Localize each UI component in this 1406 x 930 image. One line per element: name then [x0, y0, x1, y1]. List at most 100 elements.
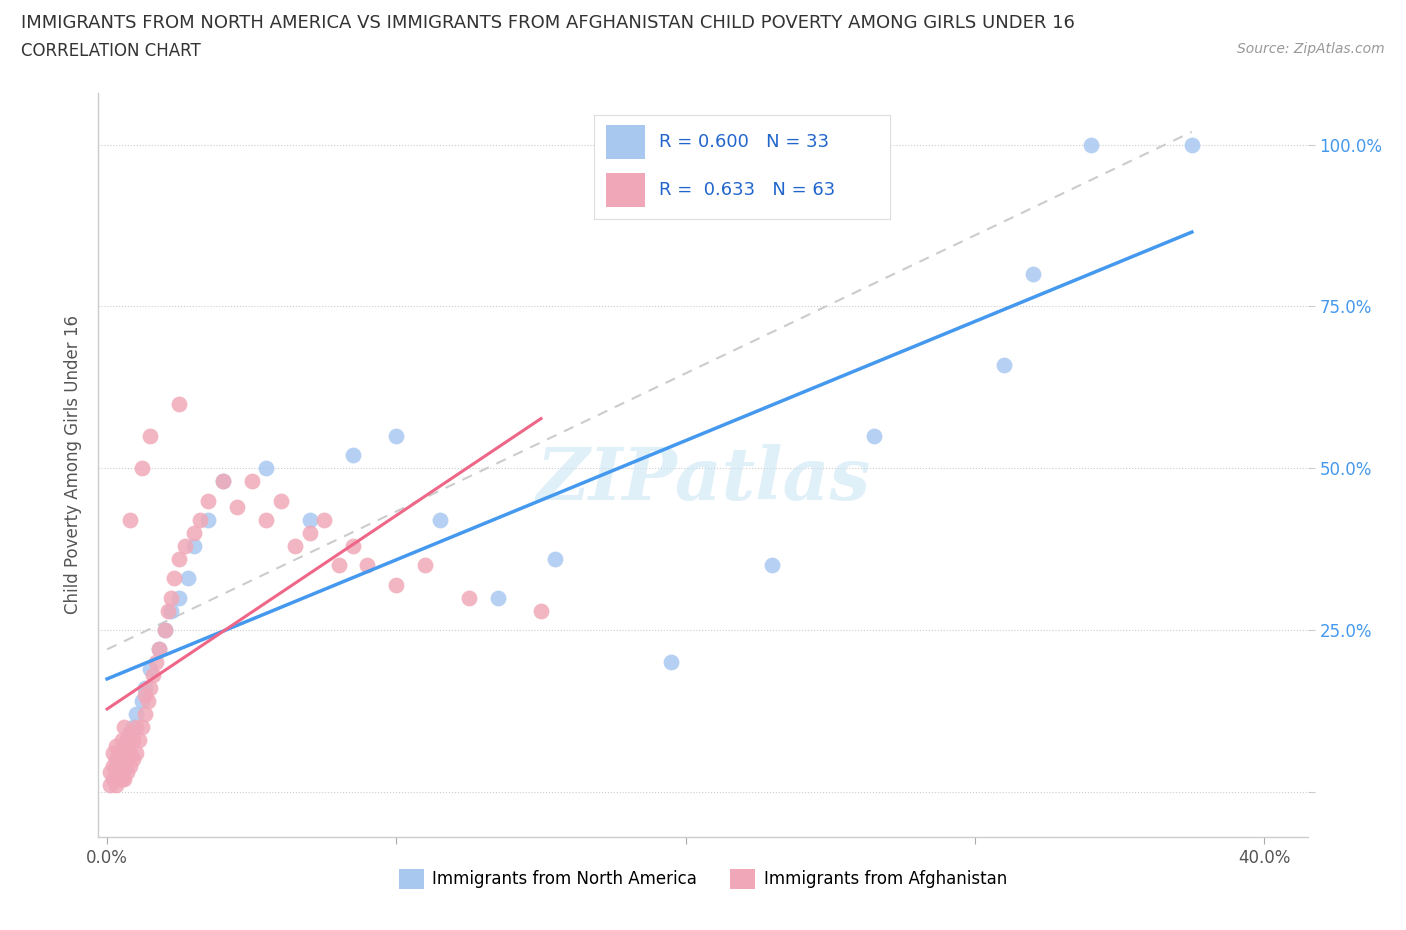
Point	[122, 752, 145, 767]
Point	[530, 604, 553, 618]
Point	[197, 493, 219, 508]
Point	[120, 746, 142, 761]
Point	[284, 538, 307, 553]
Point	[197, 512, 219, 527]
Point	[128, 733, 150, 748]
Point	[254, 460, 277, 475]
Point	[104, 777, 127, 792]
Point	[148, 642, 170, 657]
Point	[162, 571, 184, 586]
Point	[120, 512, 142, 527]
Point	[104, 739, 127, 754]
Point	[993, 357, 1015, 372]
Point	[134, 707, 156, 722]
Point	[131, 720, 153, 735]
Point	[183, 538, 205, 553]
Text: Source: ZipAtlas.com: Source: ZipAtlas.com	[1237, 42, 1385, 56]
Point	[1080, 138, 1102, 153]
Point	[342, 538, 364, 553]
Point	[131, 460, 153, 475]
Y-axis label: Child Poverty Among Girls Under 16: Child Poverty Among Girls Under 16	[65, 315, 83, 615]
Point	[125, 707, 148, 722]
Point	[211, 473, 233, 488]
Point	[240, 473, 263, 488]
Point	[110, 771, 132, 786]
Point	[429, 512, 451, 527]
Point	[413, 558, 436, 573]
Point	[159, 591, 181, 605]
Point	[226, 499, 249, 514]
Point	[328, 558, 350, 573]
Point	[125, 746, 148, 761]
Point	[104, 752, 127, 767]
Point	[117, 733, 139, 748]
Point	[107, 746, 129, 761]
Point	[104, 758, 127, 773]
Point	[169, 551, 191, 566]
Point	[122, 720, 145, 735]
Point	[342, 448, 364, 463]
Point	[110, 733, 132, 748]
Point	[117, 733, 139, 748]
Text: CORRELATION CHART: CORRELATION CHART	[21, 42, 201, 60]
Point	[356, 558, 378, 573]
Point	[101, 771, 124, 786]
Point	[114, 771, 136, 786]
Point	[153, 622, 176, 637]
Point	[114, 720, 136, 735]
Point	[117, 764, 139, 779]
Point	[1181, 138, 1204, 153]
Point	[107, 752, 129, 767]
Legend: Immigrants from North America, Immigrants from Afghanistan: Immigrants from North America, Immigrant…	[392, 862, 1014, 896]
Point	[659, 655, 682, 670]
Point	[177, 571, 200, 586]
Point	[120, 726, 142, 741]
Point	[139, 681, 162, 696]
Point	[136, 694, 159, 709]
Point	[110, 746, 132, 761]
Point	[142, 668, 165, 683]
Point	[139, 429, 162, 444]
Point	[298, 525, 321, 540]
Point	[270, 493, 292, 508]
Point	[761, 558, 783, 573]
Point	[156, 604, 179, 618]
Point	[120, 758, 142, 773]
Point	[114, 739, 136, 754]
Point	[107, 758, 129, 773]
Point	[125, 720, 148, 735]
Point	[122, 733, 145, 748]
Point	[134, 681, 156, 696]
Point	[131, 694, 153, 709]
Point	[312, 512, 335, 527]
Point	[188, 512, 211, 527]
Point	[385, 578, 408, 592]
Point	[298, 512, 321, 527]
Point	[98, 777, 121, 792]
Point	[134, 687, 156, 702]
Point	[211, 473, 233, 488]
Point	[159, 604, 181, 618]
Point	[114, 758, 136, 773]
Point	[862, 429, 884, 444]
Point	[544, 551, 567, 566]
Text: IMMIGRANTS FROM NORTH AMERICA VS IMMIGRANTS FROM AFGHANISTAN CHILD POVERTY AMONG: IMMIGRANTS FROM NORTH AMERICA VS IMMIGRA…	[21, 14, 1076, 32]
Point	[110, 746, 132, 761]
Point	[385, 429, 408, 444]
Point	[153, 622, 176, 637]
Point	[101, 746, 124, 761]
Point	[183, 525, 205, 540]
Point	[101, 758, 124, 773]
Point	[107, 771, 129, 786]
Point	[110, 758, 132, 773]
Point	[104, 764, 127, 779]
Text: ZIPatlas: ZIPatlas	[536, 445, 870, 515]
Point	[117, 752, 139, 767]
Point	[486, 591, 509, 605]
Point	[145, 655, 167, 670]
Point	[457, 591, 479, 605]
Point	[120, 726, 142, 741]
Point	[254, 512, 277, 527]
Point	[169, 591, 191, 605]
Point	[174, 538, 197, 553]
